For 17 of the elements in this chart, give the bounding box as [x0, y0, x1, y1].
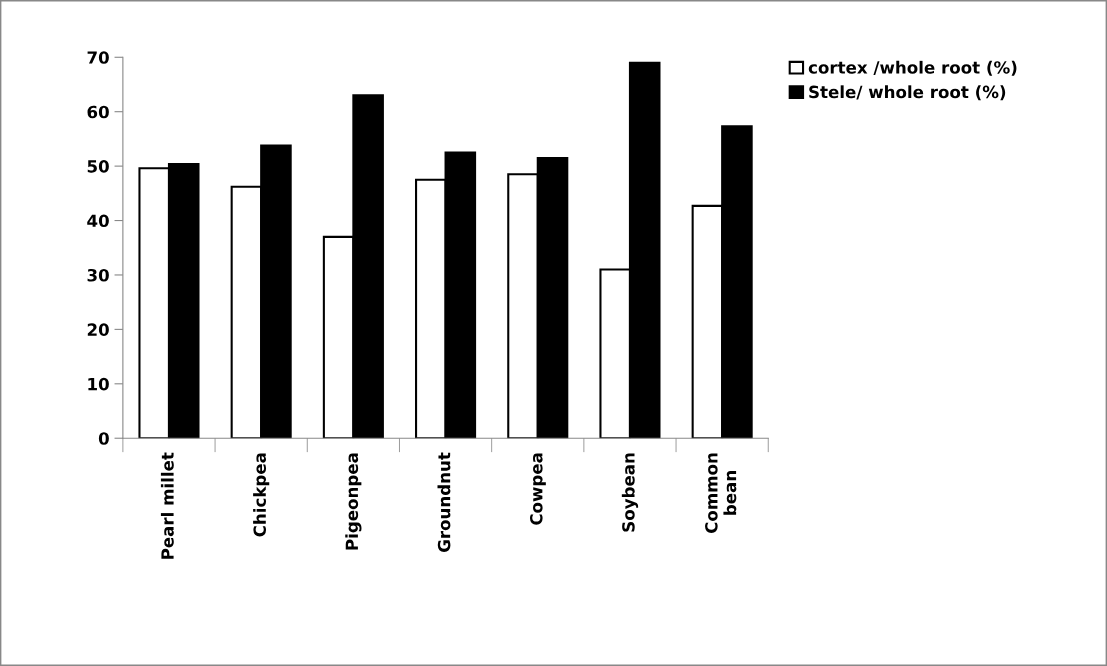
x-tick-label: Soybean — [621, 453, 639, 532]
x-tick-label: Chickpea — [253, 453, 270, 537]
x-tick-label: Cowpea — [529, 453, 546, 525]
x-tick-label: Pearl millet — [160, 452, 174, 559]
x-tick-label: Groundnut — [437, 452, 451, 552]
legend-label: cortex /whole root (%) — [808, 60, 1017, 76]
x-tick-label: Common bean — [705, 453, 737, 534]
y-tick-label: 20 — [87, 323, 109, 336]
y-tick-label: 70 — [87, 51, 109, 64]
legend-label: Stele/ whole root (%) — [809, 85, 1006, 101]
y-tick-label: 50 — [87, 160, 109, 173]
y-tick-label: 0 — [98, 432, 109, 445]
y-tick-label: 40 — [87, 214, 109, 228]
y-tick-label: 60 — [87, 105, 109, 119]
x-tick-label: Pigeonpea — [345, 453, 362, 550]
y-tick-label: 30 — [87, 268, 109, 282]
y-tick-label: 10 — [88, 377, 109, 391]
